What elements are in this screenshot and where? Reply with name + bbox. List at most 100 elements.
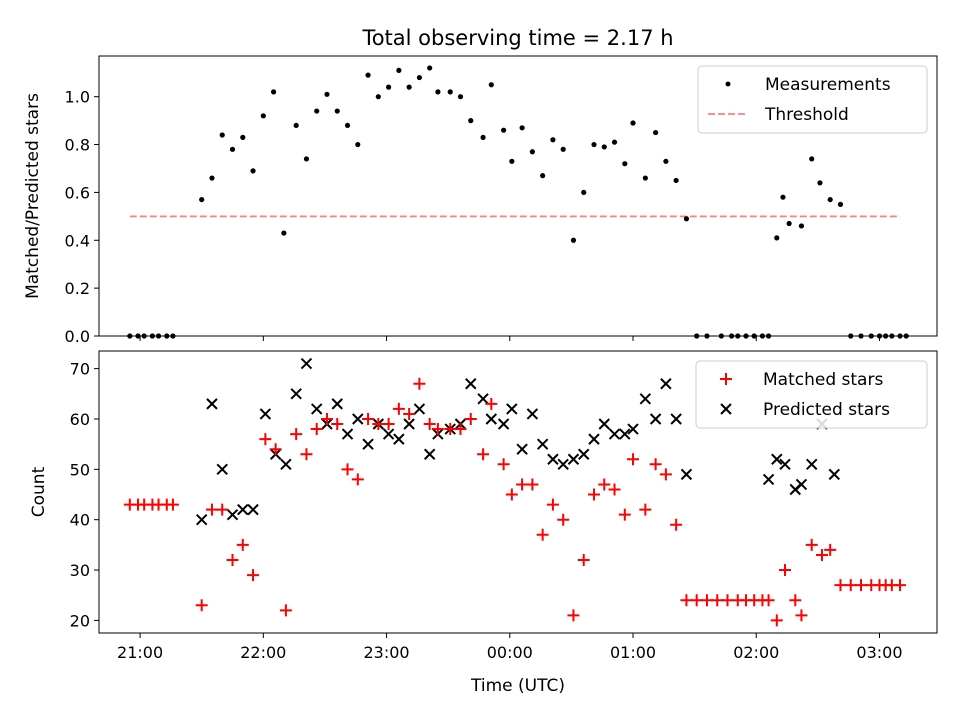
matched-star-point xyxy=(855,579,868,592)
measurement-point xyxy=(344,122,351,129)
measurement-point xyxy=(683,216,690,222)
predicted-star-point xyxy=(216,463,228,476)
legend-threshold-label: Threshold xyxy=(764,105,849,125)
matched-star-point xyxy=(320,412,333,425)
measurement-point xyxy=(396,67,402,73)
y-tick-label: 30 xyxy=(70,561,90,580)
predicted-star-point xyxy=(413,403,426,415)
predicted-star-point xyxy=(226,508,239,521)
matched-star-point xyxy=(721,594,734,607)
y-tick-label: 0.0 xyxy=(65,327,90,346)
predicted-star-point xyxy=(578,448,590,460)
matched-star-point xyxy=(546,498,559,511)
measurement-point xyxy=(827,196,833,203)
predicted-star-point xyxy=(526,408,539,420)
predicted-star-point xyxy=(771,453,783,465)
x-tick-label: 21:00 xyxy=(117,643,163,662)
measurement-point xyxy=(601,144,607,150)
predicted-star-point xyxy=(393,433,405,445)
predicted-star-markers xyxy=(195,357,841,526)
matched-star-point xyxy=(226,553,239,566)
chart-title: Total observing time = 2.17 h xyxy=(361,26,673,50)
x-tick-label: 01:00 xyxy=(610,643,656,662)
measurement-point xyxy=(468,118,474,124)
matched-star-point xyxy=(762,594,775,607)
measurement-point xyxy=(622,161,628,167)
measurement-point xyxy=(457,94,464,100)
matched-star-point xyxy=(844,579,857,592)
matched-star-point xyxy=(567,609,580,622)
matched-star-point xyxy=(690,594,703,607)
matched-star-point xyxy=(497,458,510,471)
measurement-point xyxy=(774,235,780,241)
y-tick-label: 20 xyxy=(70,611,90,630)
matched-star-point xyxy=(236,538,249,551)
predicted-star-point xyxy=(779,458,791,471)
measurement-point xyxy=(219,132,225,138)
predicted-star-point xyxy=(485,413,498,425)
matched-star-point xyxy=(649,458,662,471)
matched-star-point xyxy=(247,569,260,582)
matched-star-point xyxy=(477,448,490,461)
measurement-point xyxy=(630,120,636,126)
y-tick-label: 60 xyxy=(70,410,90,429)
measurement-point xyxy=(653,129,659,136)
measurement-point xyxy=(260,113,266,119)
matched-star-point xyxy=(300,448,313,461)
matched-star-point xyxy=(577,553,590,566)
predicted-star-point xyxy=(280,458,292,471)
y-tick-label: 70 xyxy=(70,360,90,379)
predicted-star-point xyxy=(557,458,569,471)
count-legend: Matched stars Predicted stars xyxy=(695,360,928,429)
count-panel: 20 30 40 50 60 70 Count Matched stars Predict… xyxy=(29,350,938,634)
predicted-star-point xyxy=(290,388,302,400)
matched-star-point xyxy=(659,468,672,481)
measurement-point xyxy=(581,189,587,196)
y-tick-label: 0.6 xyxy=(65,183,90,202)
measurement-point xyxy=(281,230,287,236)
matched-star-point xyxy=(431,423,444,436)
x-axis-label: Time (UTC) xyxy=(470,676,565,696)
measurement-point xyxy=(427,65,433,71)
predicted-star-point xyxy=(567,453,580,465)
y-tick-label: 40 xyxy=(70,511,90,530)
time-axis-ticks: 21:00 22:00 23:00 00:00 01:00 02:00 03:00 xyxy=(117,336,903,662)
legend-measurement-marker xyxy=(725,81,731,87)
predicted-star-point xyxy=(331,398,343,410)
measurement-point xyxy=(270,89,277,95)
measurement-point xyxy=(780,194,786,200)
measurement-point xyxy=(611,139,618,145)
matched-star-point xyxy=(195,599,208,612)
count-plot-frame xyxy=(98,350,938,634)
measurement-point xyxy=(416,74,423,81)
matched-star-point xyxy=(587,488,600,501)
measurement-point xyxy=(519,125,525,131)
measurement-point xyxy=(314,108,320,114)
measurement-point xyxy=(386,84,392,90)
predicted-star-point xyxy=(547,453,559,465)
measurement-point xyxy=(293,122,299,129)
measurement-point xyxy=(488,82,494,88)
measurement-point xyxy=(250,168,256,174)
measurement-point xyxy=(673,177,679,184)
y-tick-label: 0.2 xyxy=(65,279,90,298)
measurement-point xyxy=(365,72,371,78)
predicted-star-point xyxy=(195,513,208,526)
matched-star-point xyxy=(557,513,570,526)
matched-star-point xyxy=(351,473,364,486)
matched-star-point xyxy=(618,508,631,521)
measurement-point xyxy=(642,175,648,181)
predicted-star-point xyxy=(300,357,313,370)
ratio-panel: 0.0 0.2 0.4 0.6 0.8 1.0 Matched/Predicted sta… xyxy=(23,55,938,346)
matched-star-point xyxy=(372,418,385,431)
legend-matched-label: Matched stars xyxy=(763,370,883,390)
legend-predicted-label: Predicted stars xyxy=(763,400,890,420)
matched-star-point xyxy=(526,478,539,491)
matched-star-point xyxy=(392,402,405,415)
legend-matched-marker xyxy=(720,373,732,385)
measurement-point xyxy=(209,175,215,181)
y-tick-label: 50 xyxy=(70,460,90,479)
x-tick-label: 22:00 xyxy=(240,643,286,662)
x-tick-label: 23:00 xyxy=(363,643,409,662)
